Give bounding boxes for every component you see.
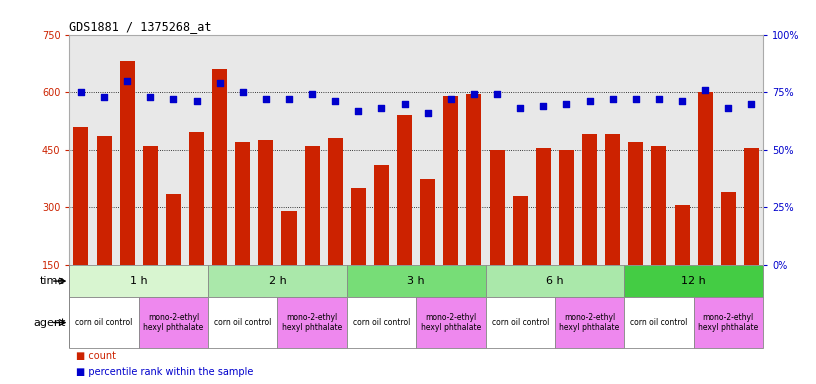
- Point: [652, 96, 665, 102]
- Bar: [328, 138, 343, 265]
- Point: [237, 89, 250, 95]
- Bar: [143, 146, 157, 265]
- Bar: [282, 211, 296, 265]
- Bar: [212, 69, 227, 265]
- Bar: [536, 148, 551, 265]
- Point: [352, 108, 365, 114]
- Text: ■ percentile rank within the sample: ■ percentile rank within the sample: [76, 367, 254, 377]
- Bar: [512, 196, 528, 265]
- Text: corn oil control: corn oil control: [214, 318, 272, 327]
- Point: [190, 98, 203, 104]
- Bar: [721, 192, 736, 265]
- Bar: [208, 297, 277, 348]
- Bar: [139, 297, 208, 348]
- Point: [166, 96, 180, 102]
- Point: [537, 103, 550, 109]
- Bar: [651, 146, 667, 265]
- Point: [375, 105, 388, 111]
- Bar: [698, 92, 712, 265]
- Point: [144, 94, 157, 100]
- Bar: [555, 297, 624, 348]
- Bar: [259, 140, 273, 265]
- Bar: [624, 297, 694, 348]
- Bar: [235, 142, 251, 265]
- Text: mono-2-ethyl
hexyl phthalate: mono-2-ethyl hexyl phthalate: [421, 313, 481, 332]
- Bar: [69, 297, 139, 348]
- Point: [629, 96, 642, 102]
- Text: 2 h: 2 h: [268, 276, 286, 286]
- Bar: [69, 265, 208, 297]
- Bar: [416, 297, 486, 348]
- Point: [121, 78, 134, 84]
- Bar: [374, 165, 389, 265]
- Text: mono-2-ethyl
hexyl phthalate: mono-2-ethyl hexyl phthalate: [698, 313, 758, 332]
- Point: [421, 110, 434, 116]
- Bar: [420, 179, 435, 265]
- Text: agent: agent: [33, 318, 65, 328]
- Bar: [624, 265, 763, 297]
- Text: 12 h: 12 h: [681, 276, 706, 286]
- Text: corn oil control: corn oil control: [630, 318, 688, 327]
- Bar: [582, 134, 597, 265]
- Point: [305, 91, 318, 98]
- Bar: [397, 115, 412, 265]
- Point: [98, 94, 111, 100]
- Point: [698, 87, 712, 93]
- Bar: [96, 136, 112, 265]
- Bar: [744, 148, 759, 265]
- Bar: [628, 142, 643, 265]
- Point: [282, 96, 295, 102]
- Point: [560, 101, 573, 107]
- Bar: [120, 61, 135, 265]
- Text: 1 h: 1 h: [130, 276, 148, 286]
- Bar: [467, 94, 481, 265]
- Point: [583, 98, 596, 104]
- Bar: [166, 194, 181, 265]
- Text: corn oil control: corn oil control: [75, 318, 133, 327]
- Bar: [277, 297, 347, 348]
- Bar: [694, 297, 763, 348]
- Bar: [347, 297, 416, 348]
- Point: [676, 98, 689, 104]
- Bar: [189, 132, 204, 265]
- Text: time: time: [40, 276, 65, 286]
- Bar: [347, 265, 486, 297]
- Bar: [351, 188, 366, 265]
- Bar: [490, 150, 504, 265]
- Bar: [304, 146, 320, 265]
- Point: [745, 101, 758, 107]
- Point: [468, 91, 481, 98]
- Bar: [675, 205, 690, 265]
- Bar: [605, 134, 620, 265]
- Text: corn oil control: corn oil control: [353, 318, 410, 327]
- Text: mono-2-ethyl
hexyl phthalate: mono-2-ethyl hexyl phthalate: [144, 313, 203, 332]
- Text: mono-2-ethyl
hexyl phthalate: mono-2-ethyl hexyl phthalate: [560, 313, 619, 332]
- Bar: [73, 127, 88, 265]
- Text: 3 h: 3 h: [407, 276, 425, 286]
- Bar: [486, 297, 555, 348]
- Text: 6 h: 6 h: [546, 276, 564, 286]
- Text: mono-2-ethyl
hexyl phthalate: mono-2-ethyl hexyl phthalate: [282, 313, 342, 332]
- Bar: [443, 96, 459, 265]
- Point: [74, 89, 87, 95]
- Point: [606, 96, 619, 102]
- Point: [444, 96, 457, 102]
- Bar: [208, 265, 347, 297]
- Bar: [559, 150, 574, 265]
- Point: [259, 96, 273, 102]
- Point: [329, 98, 342, 104]
- Point: [213, 80, 226, 86]
- Point: [490, 91, 503, 98]
- Bar: [486, 265, 624, 297]
- Point: [398, 101, 411, 107]
- Text: ■ count: ■ count: [76, 351, 117, 361]
- Point: [721, 105, 734, 111]
- Text: corn oil control: corn oil control: [491, 318, 549, 327]
- Point: [514, 105, 527, 111]
- Text: GDS1881 / 1375268_at: GDS1881 / 1375268_at: [69, 20, 212, 33]
